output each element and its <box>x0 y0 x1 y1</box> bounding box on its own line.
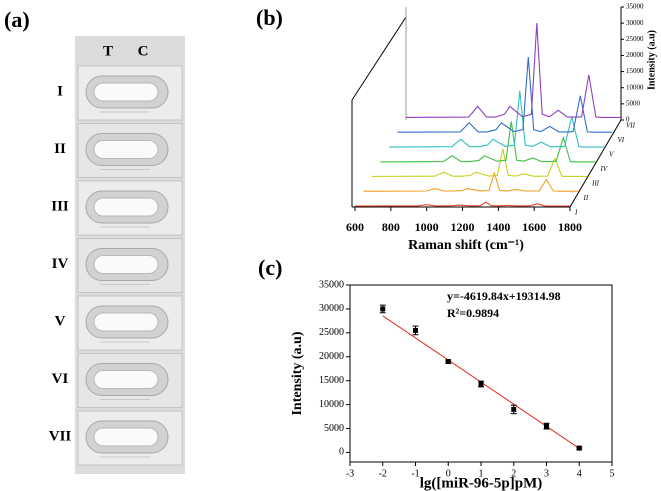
data-point <box>511 406 517 412</box>
annotation: y=-4619.84x+19314.98 <box>447 289 561 303</box>
y-tick-label: 35000 <box>319 279 344 290</box>
x-tick-label: 1200 <box>451 220 475 234</box>
annotation: R²=0.9894 <box>447 306 499 320</box>
panel-label: (b) <box>256 5 283 30</box>
strip-window <box>93 82 159 102</box>
x-tick-label: 3 <box>544 468 549 479</box>
x-tick-label: 600 <box>346 220 364 234</box>
strip-label: VI <box>52 371 69 387</box>
y-tick-label: 30000 <box>319 303 344 314</box>
z-tick-label: 35000 <box>626 3 644 11</box>
strip-label: V <box>55 313 66 329</box>
y-tick-label: 10000 <box>319 399 344 410</box>
strip-label: I <box>57 83 63 99</box>
spectrum-line <box>363 171 579 192</box>
depth-label: VII <box>626 122 636 130</box>
x-tick-label: 5 <box>610 468 615 479</box>
panel-label: (a) <box>4 7 30 32</box>
data-point <box>380 306 386 312</box>
x-tick-label: 1000 <box>415 220 439 234</box>
depth-label: II <box>583 194 589 202</box>
depth-label: V <box>609 151 614 159</box>
y-axis-label: Intensity (a.u) <box>290 331 305 415</box>
depth-label: IV <box>600 165 608 173</box>
x-tick-label: -2 <box>379 468 387 479</box>
strip-window <box>93 255 159 274</box>
strip-window <box>93 197 159 217</box>
y-tick-label: 25000 <box>319 327 344 338</box>
strip-window <box>93 427 159 447</box>
depth-label: I <box>574 209 578 217</box>
depth-axis-line <box>569 119 622 208</box>
depth-label: VI <box>618 136 625 144</box>
y-tick-label: 5000 <box>324 423 344 434</box>
x-tick-label: 800 <box>382 220 400 234</box>
x-axis-label: Raman shift (cm⁻¹) <box>408 238 524 253</box>
depth-label: III <box>591 180 600 188</box>
column-label: T <box>103 43 113 59</box>
data-point <box>544 423 549 429</box>
y-tick-label: 0 <box>339 447 344 458</box>
spectrum-line <box>371 148 587 177</box>
spectrum-line <box>405 23 621 118</box>
strip-window <box>93 370 159 389</box>
z-tick-label: 10000 <box>626 83 644 91</box>
x-tick-label: 1400 <box>486 220 510 234</box>
x-axis-label: lg([miR-96-5p]pM) <box>420 475 542 491</box>
data-point <box>576 445 582 451</box>
z-tick-label: 25000 <box>626 35 644 43</box>
z-tick-label: 0 <box>626 116 630 124</box>
frame-line <box>351 16 407 101</box>
panel-label: (c) <box>258 255 282 280</box>
z-axis-label: Intensity (a.u) <box>646 30 657 90</box>
data-point <box>478 381 484 387</box>
x-tick-label: 0 <box>446 468 451 479</box>
z-tick-label: 15000 <box>626 67 644 75</box>
spectrum-line <box>388 90 604 148</box>
column-label: C <box>138 43 149 59</box>
x-tick-label: 1800 <box>558 220 582 234</box>
data-point <box>413 327 418 333</box>
strip-label: IV <box>52 256 69 272</box>
x-tick-label: 1600 <box>522 220 546 234</box>
x-tick-label: -1 <box>411 468 419 479</box>
y-tick-label: 20000 <box>319 351 344 362</box>
x-tick-label: -3 <box>346 468 354 479</box>
z-tick-label: 30000 <box>626 19 644 27</box>
spectrum-line <box>397 56 613 133</box>
strip-label: III <box>51 198 69 214</box>
z-tick-label: 5000 <box>626 99 641 107</box>
z-tick-label: 20000 <box>626 51 644 59</box>
y-tick-label: 15000 <box>319 375 344 386</box>
data-point <box>445 359 451 365</box>
strip-window <box>93 140 159 159</box>
spectrum-line <box>354 201 570 207</box>
x-tick-label: 2 <box>511 468 516 479</box>
x-tick-label: 1 <box>479 468 484 479</box>
spectrum-line <box>380 121 596 163</box>
strip-label: II <box>54 141 66 157</box>
strip-window <box>93 312 159 332</box>
strip-label: VII <box>49 428 72 444</box>
x-tick-label: 4 <box>577 468 582 479</box>
